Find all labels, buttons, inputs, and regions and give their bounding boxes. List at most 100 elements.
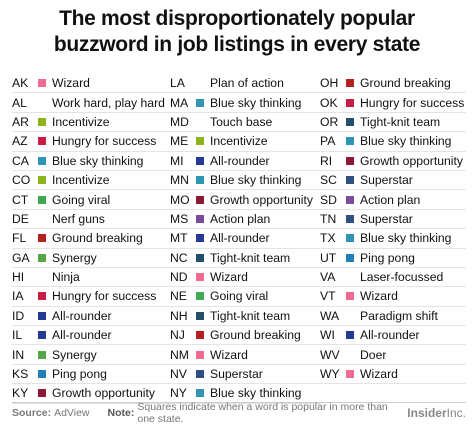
table-row: UT Ping pong bbox=[320, 249, 466, 268]
table-row: AZ Hungry for success bbox=[12, 132, 170, 152]
note-label: Note: bbox=[107, 407, 135, 419]
buzzword: Blue sky thinking bbox=[210, 386, 302, 401]
table-row: MO Growth opportunity bbox=[170, 190, 320, 210]
state-abbreviation: CA bbox=[12, 153, 29, 168]
state-abbreviation: AR bbox=[12, 114, 29, 129]
buzzword: Hungry for success bbox=[52, 134, 157, 149]
state-abbreviation: NY bbox=[170, 386, 187, 401]
state-abbreviation: WY bbox=[320, 367, 340, 382]
buzzword: Blue sky thinking bbox=[210, 173, 302, 188]
color-square bbox=[196, 137, 204, 146]
buzzword: Blue sky thinking bbox=[360, 231, 452, 246]
state-abbreviation: VT bbox=[320, 289, 336, 304]
buzzword: Action plan bbox=[360, 192, 421, 207]
table-row: AL Work hard, play hard bbox=[12, 93, 170, 113]
buzzword: Superstar bbox=[360, 173, 413, 188]
color-square bbox=[346, 117, 354, 126]
state-abbreviation: MT bbox=[170, 231, 188, 246]
buzzword: Superstar bbox=[360, 211, 413, 226]
buzzword: Blue sky thinking bbox=[360, 134, 452, 149]
state-abbreviation: MO bbox=[170, 192, 190, 207]
buzzword: Plan of action bbox=[210, 76, 284, 91]
state-abbreviation: PA bbox=[320, 134, 336, 149]
table-row: KY Growth opportunity bbox=[12, 384, 170, 404]
table-row: ME Incentivize bbox=[170, 132, 320, 152]
table-row: PA Blue sky thinking bbox=[320, 132, 466, 152]
color-square bbox=[196, 118, 204, 126]
buzzword: Wizard bbox=[360, 367, 398, 382]
buzzword-table: AK Wizard AL Work hard, play hard AR Incentiv… bbox=[12, 74, 466, 404]
table-row: AR Incentivize bbox=[12, 113, 170, 133]
state-abbreviation: NH bbox=[170, 308, 188, 323]
logo-main: Insider bbox=[407, 406, 447, 420]
state-abbreviation: DE bbox=[12, 211, 29, 226]
table-row: GA Synergy bbox=[12, 249, 170, 268]
state-abbreviation: KY bbox=[12, 386, 29, 401]
buzzword: Ping pong bbox=[360, 250, 415, 265]
table-row: SD Action plan bbox=[320, 190, 466, 210]
color-square bbox=[196, 98, 204, 107]
title-line-1: The most disproportionately popular bbox=[59, 7, 415, 30]
color-square bbox=[38, 370, 46, 379]
color-square bbox=[196, 292, 204, 301]
state-abbreviation: IA bbox=[12, 289, 24, 304]
state-abbreviation: NV bbox=[170, 367, 187, 382]
table-row: NC Tight-knit team bbox=[170, 249, 320, 268]
color-square bbox=[346, 292, 354, 301]
buzzword: Blue sky thinking bbox=[210, 95, 302, 110]
state-abbreviation: WA bbox=[320, 308, 340, 323]
state-abbreviation: OK bbox=[320, 95, 338, 110]
color-square bbox=[346, 176, 354, 185]
state-abbreviation: SC bbox=[320, 173, 337, 188]
state-abbreviation: CO bbox=[12, 173, 31, 188]
buzzword: Synergy bbox=[52, 250, 97, 265]
table-row: CT Going viral bbox=[12, 190, 170, 210]
buzzword: Superstar bbox=[210, 367, 263, 382]
table-row: NM Wizard bbox=[170, 345, 320, 365]
table-row: IL All-rounder bbox=[12, 326, 170, 346]
table-row: VA Laser-focussed bbox=[320, 268, 466, 288]
state-abbreviation: WV bbox=[320, 347, 340, 362]
color-square bbox=[196, 176, 204, 185]
state-abbreviation: RI bbox=[320, 153, 333, 168]
state-abbreviation: LA bbox=[170, 76, 185, 91]
state-abbreviation: OR bbox=[320, 114, 339, 129]
state-abbreviation: ID bbox=[12, 308, 25, 323]
footer: Source: AdView Note: Squares indicate wh… bbox=[12, 401, 466, 425]
table-row: RI Growth opportunity bbox=[320, 152, 466, 171]
table-row: TN Superstar bbox=[320, 210, 466, 230]
color-square bbox=[38, 215, 46, 223]
table-row: HI Ninja bbox=[12, 268, 170, 288]
table-row: KS Ping pong bbox=[12, 365, 170, 385]
state-abbreviation: AK bbox=[12, 76, 29, 91]
buzzword: Hungry for success bbox=[52, 289, 157, 304]
table-row: CO Incentivize bbox=[12, 171, 170, 191]
insider-logo: InsiderInc. bbox=[407, 406, 466, 420]
color-square bbox=[38, 273, 46, 281]
color-square bbox=[38, 331, 46, 340]
color-square bbox=[196, 311, 204, 320]
table-row: MD Touch base bbox=[170, 113, 320, 133]
table-row: NJ Ground breaking bbox=[170, 326, 320, 346]
buzzword: Incentivize bbox=[210, 134, 268, 149]
color-square bbox=[38, 350, 46, 359]
table-row: MA Blue sky thinking bbox=[170, 93, 320, 113]
buzzword: Nerf guns bbox=[52, 211, 105, 226]
buzzword: Synergy bbox=[52, 347, 97, 362]
color-square bbox=[196, 234, 204, 243]
state-abbreviation: NJ bbox=[170, 328, 185, 343]
color-square bbox=[346, 137, 354, 146]
table-row: SC Superstar bbox=[320, 171, 466, 191]
buzzword: Touch base bbox=[210, 114, 273, 129]
buzzword: Doer bbox=[360, 347, 387, 362]
table-row: NY Blue sky thinking bbox=[170, 384, 320, 404]
color-square bbox=[196, 253, 204, 262]
buzzword: Going viral bbox=[210, 289, 269, 304]
table-row: MS Action plan bbox=[170, 210, 320, 230]
color-square bbox=[346, 273, 354, 281]
table-row: IN Synergy bbox=[12, 345, 170, 365]
color-square bbox=[196, 370, 204, 379]
table-row: NH Tight-knit team bbox=[170, 307, 320, 327]
state-abbreviation: ND bbox=[170, 270, 188, 285]
state-abbreviation: MD bbox=[170, 114, 189, 129]
